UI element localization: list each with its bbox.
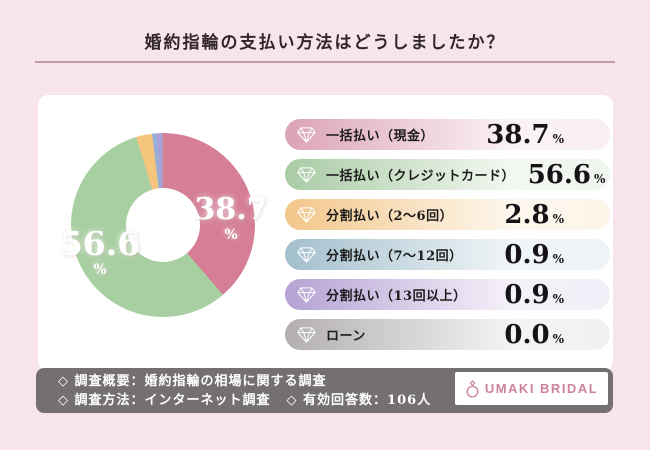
- legend-value: 56.6: [527, 159, 592, 190]
- survey-info: ◇ 調査概要：婚約指輪の相場に関する調査 ◇ 調査方法：インターネット調査 ◇ 有…: [58, 372, 447, 410]
- chart-legend: 一括払い（現金） 38.7% 一括払い（クレジットカード） 56.6% 分割払い…: [285, 119, 613, 359]
- legend-label: 分割払い（2〜6回）: [326, 209, 454, 224]
- legend-row: 分割払い（2〜6回） 2.8%: [285, 199, 610, 230]
- percent-sign: %: [552, 131, 564, 146]
- brand-name: UMAKI BRIDAL: [484, 381, 599, 396]
- donut-label-cash-unit: %: [224, 227, 238, 243]
- donut-hole: [126, 188, 200, 262]
- legend-label: 一括払い（現金）: [326, 129, 435, 144]
- percent-sign: %: [552, 251, 564, 266]
- ring-icon: [466, 379, 479, 398]
- legend-label: 一括払い（クレジットカード）: [326, 169, 516, 184]
- diamond-icon: [297, 286, 316, 303]
- legend-row: ローン 0.0%: [285, 319, 610, 350]
- donut-label-credit-value: 56.6: [59, 224, 141, 263]
- percent-sign: %: [594, 171, 606, 186]
- diamond-icon: [297, 326, 316, 343]
- legend-value: 0.9: [504, 239, 550, 270]
- chart-card: 38.7 % 56.6 % 一括払い（現金） 38.7% 一括払い（クレジットカ…: [38, 95, 613, 371]
- survey-method-line: ◇ 調査方法：インターネット調査 ◇ 有効回答数：106人: [58, 391, 447, 410]
- legend-row: 分割払い（7〜12回） 0.9%: [285, 239, 610, 270]
- survey-overview-line: ◇ 調査概要：婚約指輪の相場に関する調査: [58, 374, 327, 389]
- legend-label: 分割払い（7〜12回）: [326, 249, 463, 264]
- percent-sign: %: [552, 331, 564, 346]
- donut-label-credit-unit: %: [93, 262, 107, 278]
- diamond-icon: [297, 126, 316, 143]
- legend-row: 一括払い（クレジットカード） 56.6%: [285, 159, 610, 190]
- donut-label-credit: 56.6 %: [30, 227, 170, 277]
- legend-row: 一括払い（現金） 38.7%: [285, 119, 610, 150]
- diamond-icon: [297, 246, 316, 263]
- response-count: ◇ 有効回答数：106人: [286, 393, 432, 408]
- diamond-icon: [297, 166, 316, 183]
- title-divider: [35, 61, 615, 63]
- percent-sign: %: [552, 291, 564, 306]
- legend-label: ローン: [326, 329, 366, 344]
- brand-logo: UMAKI BRIDAL: [455, 372, 608, 405]
- legend-value: 0.0: [504, 319, 550, 350]
- donut-label-cash: 38.7 %: [166, 192, 296, 243]
- legend-row: 分割払い（13回以上） 0.9%: [285, 279, 610, 310]
- survey-method: ◇ 調査方法：インターネット調査: [58, 393, 271, 408]
- page-title: 婚約指輪の支払い方法はどうしましたか？: [144, 33, 506, 53]
- donut-label-cash-value: 38.7: [194, 192, 268, 227]
- percent-sign: %: [552, 211, 564, 226]
- diamond-icon: [297, 206, 316, 223]
- legend-value: 0.9: [504, 279, 550, 310]
- legend-value: 38.7: [486, 119, 550, 150]
- legend-label: 分割払い（13回以上）: [326, 289, 467, 304]
- legend-value: 2.8: [504, 199, 550, 230]
- survey-footer: ◇ 調査概要：婚約指輪の相場に関する調査 ◇ 調査方法：インターネット調査 ◇ 有…: [36, 368, 613, 413]
